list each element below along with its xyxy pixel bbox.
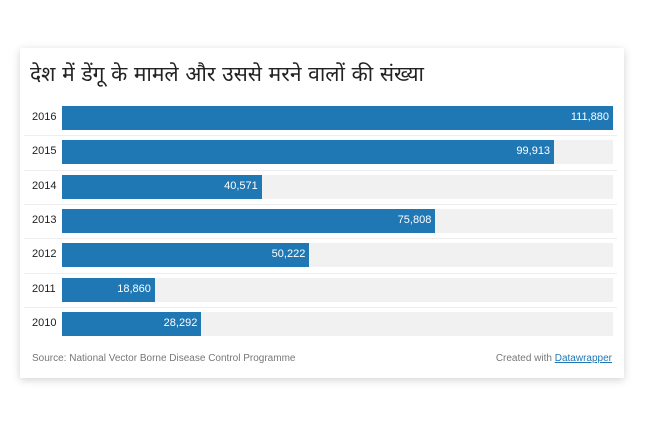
bar-row-2016: 2016 111,880 — [20, 106, 624, 130]
bar-row-2011: 2011 18,860 — [20, 277, 624, 302]
category-label: 2013 — [32, 213, 57, 226]
value-label: 111,880 — [570, 111, 609, 123]
category-label: 2012 — [32, 248, 57, 261]
row-divider — [24, 238, 617, 240]
credit-prefix: Created with — [495, 353, 555, 364]
category-label: 2014 — [32, 179, 57, 192]
bar — [62, 277, 155, 302]
bar — [62, 106, 613, 130]
chart-title: देश में डेंगू के मामले और उससे मरने वालो… — [30, 62, 424, 86]
bar-row-2014: 2014 40,571 — [20, 174, 624, 199]
row-divider — [24, 135, 617, 137]
value-label: 18,860 — [117, 282, 151, 295]
category-label: 2010 — [32, 316, 57, 329]
value-label: 99,913 — [516, 145, 551, 158]
bar-row-2012: 2012 50,222 — [20, 243, 624, 268]
bar — [62, 311, 202, 336]
chart-card: देश में डेंगू के मामले और उससे मरने वालो… — [20, 48, 624, 378]
category-label: 2015 — [32, 145, 57, 158]
bar — [62, 208, 436, 233]
credit: Created with Datawrapper — [496, 353, 612, 364]
value-label: 50,222 — [271, 248, 306, 261]
value-label: 75,808 — [397, 213, 432, 226]
row-divider — [24, 272, 617, 274]
bar — [62, 140, 555, 165]
category-label: 2011 — [32, 282, 56, 295]
row-divider — [24, 203, 617, 205]
bar-row-2013: 2013 75,808 — [20, 208, 624, 233]
bar — [62, 243, 310, 268]
category-label: 2016 — [32, 111, 57, 123]
value-label: 28,292 — [163, 316, 198, 329]
datawrapper-link[interactable]: Datawrapper — [554, 353, 612, 364]
value-label: 40,571 — [224, 179, 258, 192]
source-note: Source: National Vector Borne Disease Co… — [32, 353, 296, 364]
bar — [62, 174, 262, 199]
bar-row-2015: 2015 99,913 — [20, 140, 624, 165]
bar-row-2010: 2010 28,292 — [20, 311, 624, 336]
row-divider — [24, 306, 617, 308]
row-divider — [24, 169, 617, 171]
